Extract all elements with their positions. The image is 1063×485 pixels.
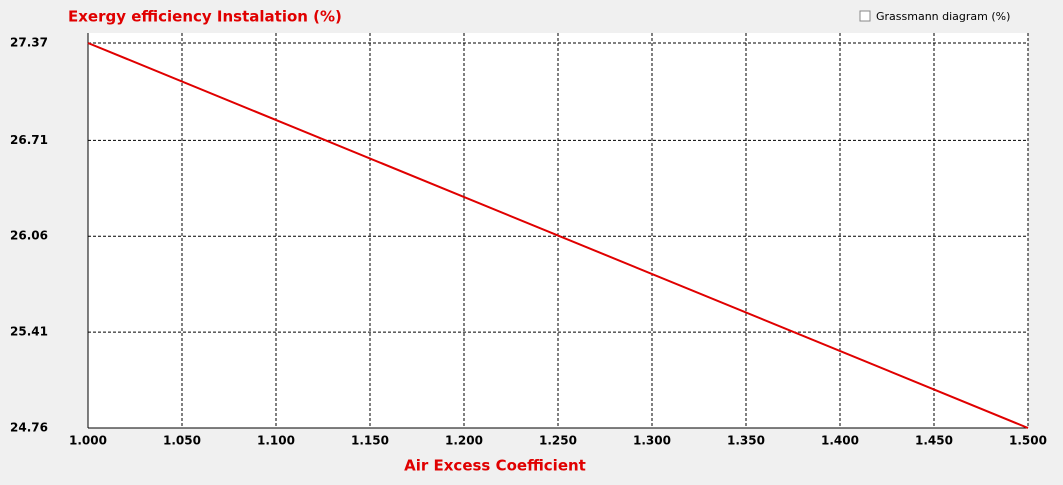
y-tick-label: 25.41 bbox=[10, 325, 48, 339]
data-line bbox=[87, 42, 1029, 429]
x-tick-label: 1.150 bbox=[351, 434, 389, 448]
y-tick-label: 26.71 bbox=[10, 133, 48, 147]
x-tick-label: 1.300 bbox=[633, 434, 671, 448]
checkbox[interactable] bbox=[859, 10, 871, 22]
x-tick-label: 1.450 bbox=[915, 434, 953, 448]
x-tick-label: 1.100 bbox=[257, 434, 295, 448]
x-tick-label: 1.400 bbox=[821, 434, 859, 448]
x-tick-label: 1.250 bbox=[539, 434, 577, 448]
y-tick-label: 27.37 bbox=[10, 36, 48, 50]
y-tick-label: 24.76 bbox=[10, 421, 48, 435]
chart-title: Exergy efficiency Instalation (%) bbox=[68, 8, 342, 26]
checkbox-label[interactable]: Grassmann diagram (%) bbox=[876, 10, 1010, 23]
x-tick-label: 1.050 bbox=[163, 434, 201, 448]
x-tick-label: 1.350 bbox=[727, 434, 765, 448]
x-axis-label: Air Excess Coefficient bbox=[404, 457, 586, 475]
y-tick-label: 26.06 bbox=[10, 229, 48, 243]
x-tick-label: 1.200 bbox=[445, 434, 483, 448]
x-tick-label: 1.000 bbox=[69, 434, 107, 448]
x-tick-label: 1.500 bbox=[1009, 434, 1047, 448]
